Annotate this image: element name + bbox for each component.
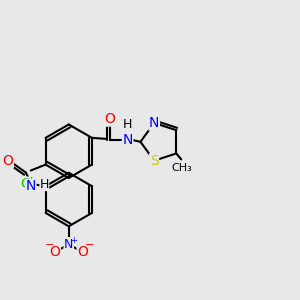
Text: Cl: Cl bbox=[20, 177, 34, 191]
Text: N: N bbox=[149, 116, 159, 130]
Text: −: − bbox=[85, 240, 94, 250]
Text: O: O bbox=[77, 245, 88, 259]
Text: CH₃: CH₃ bbox=[171, 164, 192, 173]
Text: O: O bbox=[104, 112, 115, 126]
Text: N: N bbox=[64, 238, 74, 250]
Text: N: N bbox=[26, 179, 36, 194]
Text: S: S bbox=[150, 154, 158, 168]
Text: H: H bbox=[123, 118, 132, 131]
Text: N: N bbox=[122, 133, 133, 147]
Text: H: H bbox=[40, 178, 49, 191]
Text: +: + bbox=[70, 236, 77, 245]
Text: O: O bbox=[50, 245, 60, 259]
Text: O: O bbox=[2, 154, 14, 168]
Text: −: − bbox=[45, 240, 55, 250]
